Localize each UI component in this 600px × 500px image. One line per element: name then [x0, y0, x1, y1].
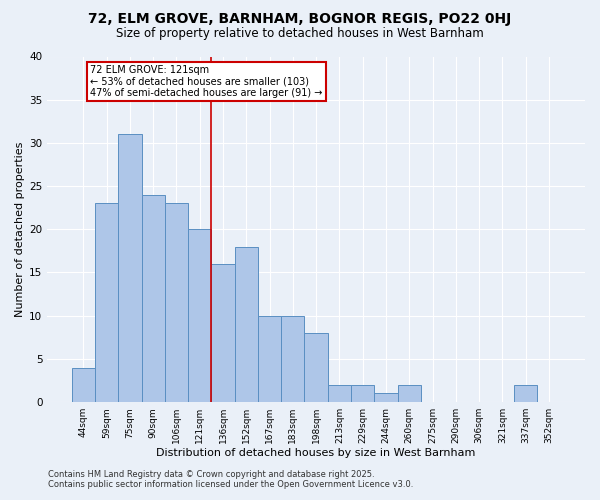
Y-axis label: Number of detached properties: Number of detached properties — [15, 142, 25, 317]
Bar — [374, 394, 398, 402]
Bar — [95, 204, 118, 402]
Text: 72 ELM GROVE: 121sqm
← 53% of detached houses are smaller (103)
47% of semi-deta: 72 ELM GROVE: 121sqm ← 53% of detached h… — [91, 65, 323, 98]
Bar — [235, 246, 258, 402]
Bar — [211, 264, 235, 402]
Bar — [281, 316, 304, 402]
Bar — [118, 134, 142, 402]
Bar — [328, 385, 351, 402]
Bar — [188, 230, 211, 402]
Bar — [258, 316, 281, 402]
Bar — [351, 385, 374, 402]
Text: Size of property relative to detached houses in West Barnham: Size of property relative to detached ho… — [116, 28, 484, 40]
Bar — [398, 385, 421, 402]
Bar — [72, 368, 95, 402]
Text: Contains HM Land Registry data © Crown copyright and database right 2025.
Contai: Contains HM Land Registry data © Crown c… — [48, 470, 413, 489]
Bar — [514, 385, 537, 402]
Bar — [165, 204, 188, 402]
Text: 72, ELM GROVE, BARNHAM, BOGNOR REGIS, PO22 0HJ: 72, ELM GROVE, BARNHAM, BOGNOR REGIS, PO… — [88, 12, 512, 26]
X-axis label: Distribution of detached houses by size in West Barnham: Distribution of detached houses by size … — [157, 448, 476, 458]
Bar — [304, 333, 328, 402]
Bar — [142, 194, 165, 402]
